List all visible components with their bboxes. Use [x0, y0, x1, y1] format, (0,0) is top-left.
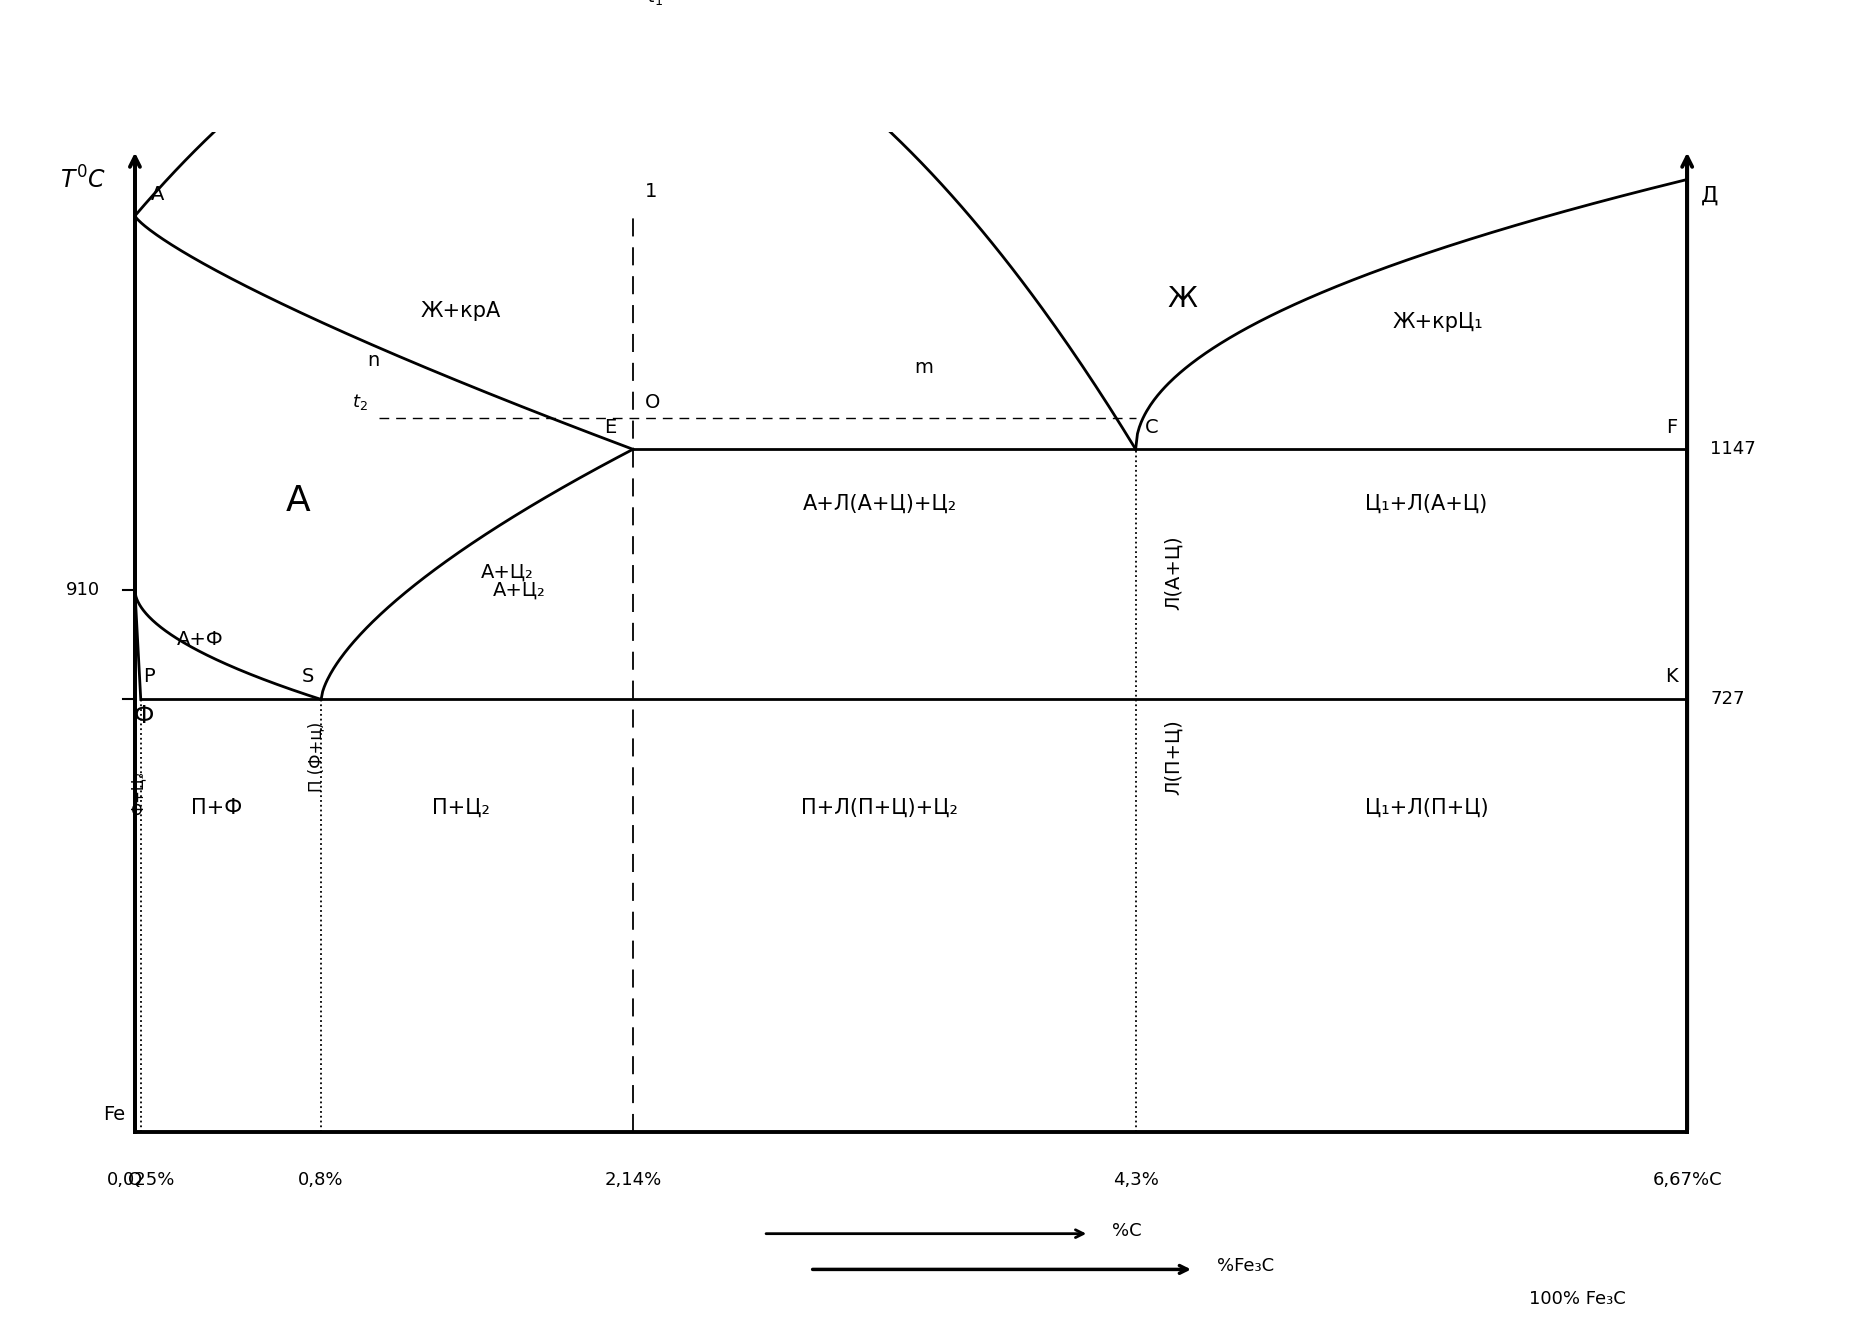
- Text: $T^0C$: $T^0C$: [60, 166, 106, 193]
- Text: Л(П+Ц): Л(П+Ц): [1163, 719, 1182, 796]
- Text: n: n: [367, 351, 378, 371]
- Text: 4,3%: 4,3%: [1113, 1172, 1159, 1189]
- Text: А+Ц₂: А+Ц₂: [481, 563, 533, 583]
- Text: Q: Q: [129, 1172, 142, 1189]
- Text: Ж+крА: Ж+крА: [421, 301, 501, 320]
- Text: 0,025%: 0,025%: [106, 1172, 175, 1189]
- Text: Ц₁+Л(П+Ц): Ц₁+Л(П+Ц): [1364, 798, 1487, 818]
- Text: 910: 910: [65, 581, 101, 600]
- Text: P: P: [144, 667, 155, 686]
- Text: Ф: Ф: [134, 703, 155, 727]
- Text: E: E: [604, 418, 617, 437]
- Text: K: K: [1665, 667, 1678, 686]
- Text: Ф+Ц₃: Ф+Ц₃: [130, 771, 145, 814]
- Text: 6,67%C: 6,67%C: [1652, 1172, 1722, 1189]
- Text: Fe: Fe: [104, 1106, 125, 1124]
- Text: П (Ф+ц): П (Ф+ц): [308, 722, 326, 792]
- Text: Ц₁+Л(А+Ц): Ц₁+Л(А+Ц): [1366, 494, 1487, 514]
- Text: Ж+крЦ₁: Ж+крЦ₁: [1392, 312, 1484, 332]
- Text: 1: 1: [645, 181, 656, 201]
- Text: А+Ц₂: А+Ц₂: [492, 581, 546, 600]
- Text: 1147: 1147: [1711, 441, 1756, 458]
- Text: 727: 727: [1711, 690, 1745, 708]
- Text: m: m: [915, 359, 934, 377]
- Text: Ж: Ж: [1167, 285, 1197, 312]
- Text: %C: %C: [1113, 1222, 1143, 1239]
- Text: 100% Fe₃C: 100% Fe₃C: [1530, 1290, 1625, 1308]
- Text: 2,14%: 2,14%: [604, 1172, 662, 1189]
- Text: $t_2$: $t_2$: [352, 392, 367, 412]
- Text: O: O: [645, 393, 660, 412]
- Text: А: А: [285, 485, 309, 518]
- Text: П+Ф: П+Ф: [190, 798, 242, 818]
- Text: П+Ц₂: П+Ц₂: [432, 798, 490, 818]
- Text: А+Л(А+Ц)+Ц₂: А+Л(А+Ц)+Ц₂: [803, 494, 956, 514]
- Text: S: S: [302, 667, 315, 686]
- Text: 0,8%: 0,8%: [298, 1172, 343, 1189]
- Text: F: F: [1666, 418, 1678, 437]
- Text: Д: Д: [1702, 185, 1719, 205]
- Text: $t_1$: $t_1$: [647, 0, 664, 7]
- Text: Л(А+Ц): Л(А+Ц): [1163, 535, 1182, 610]
- Text: %Fe₃C: %Fe₃C: [1217, 1258, 1275, 1275]
- Text: П+Л(П+Ц)+Ц₂: П+Л(П+Ц)+Ц₂: [802, 798, 958, 818]
- Text: C: C: [1144, 418, 1159, 437]
- Text: А+Ф: А+Ф: [177, 630, 224, 649]
- Text: A: A: [151, 185, 164, 204]
